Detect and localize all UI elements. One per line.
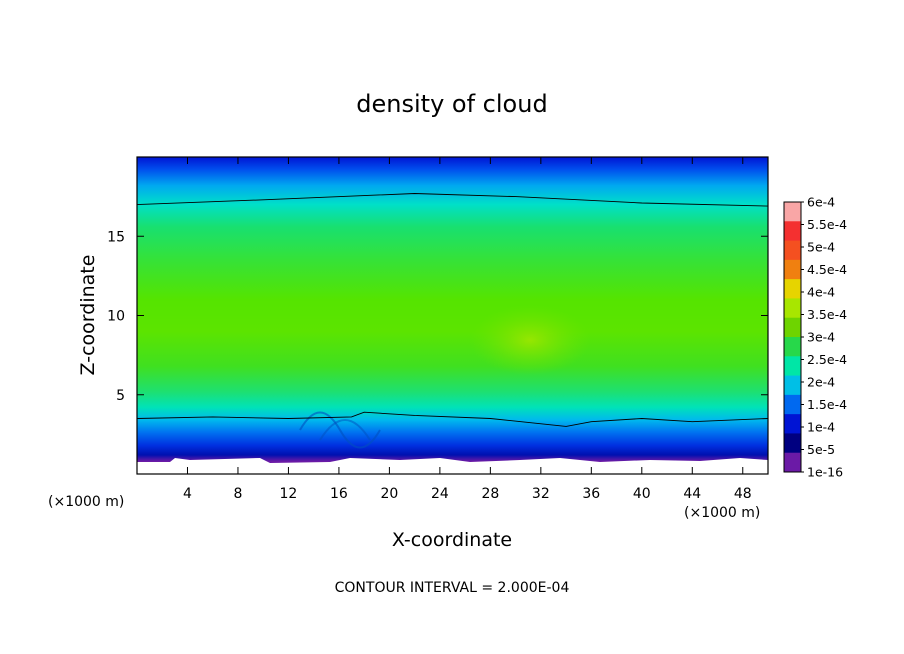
colorbar-label: 1e-16 (807, 465, 843, 480)
x-tick-label: 40 (633, 486, 651, 502)
x-tick-label: 36 (582, 486, 600, 502)
contour-lines (136, 193, 769, 427)
y-axis-unit: (×1000 m) (48, 494, 124, 510)
colorbar-swatch (784, 221, 801, 242)
y-tick-label: 10 (107, 309, 125, 325)
colorbar-swatch (784, 452, 801, 473)
colorbar-swatch (784, 433, 801, 454)
wave-structure (299, 411, 381, 449)
x-axis-ticks: 4 8 12 16 20 24 28 32 36 40 44 48 (183, 157, 752, 502)
x-tick-label: 12 (280, 486, 298, 502)
wave-structure-2 (319, 419, 371, 441)
y-axis-label: Z-coordinate (77, 255, 99, 376)
density-maximum-region (470, 305, 590, 375)
colorbar-label: 1.5e-4 (807, 397, 847, 412)
contour-line-2 (136, 411, 769, 427)
x-tick-label: 24 (431, 486, 449, 502)
colorbar-swatch (784, 414, 801, 434)
colorbar-label: 2e-4 (807, 375, 835, 390)
colorbar-swatch (784, 259, 801, 280)
colorbar-swatch (784, 298, 801, 319)
y-tick-label: 15 (107, 229, 125, 245)
colorbar: 6e-4 5.5e-4 5e-4 4.5e-4 4e-4 3.5e-4 3e-4 2.5e-4… (783, 195, 847, 480)
x-tick-label: 32 (532, 486, 550, 502)
x-tick-label: 20 (380, 486, 398, 502)
colorbar-label: 5e-4 (807, 240, 835, 255)
colorbar-swatch (784, 356, 801, 377)
colorbar-label: 3.5e-4 (807, 307, 847, 322)
x-tick-label: 4 (183, 486, 192, 502)
colorbar-label: 4e-4 (807, 285, 835, 300)
density-field (137, 157, 768, 474)
density-fill (137, 157, 768, 474)
colorbar-swatch (784, 317, 801, 338)
x-tick-label: 48 (734, 486, 752, 502)
x-axis-label: X-coordinate (392, 529, 512, 551)
colorbar-label: 2.5e-4 (807, 352, 847, 367)
colorbar-label: 4.5e-4 (807, 262, 847, 277)
colorbar-swatch (784, 240, 801, 261)
x-tick-label: 8 (233, 486, 242, 502)
empty-region-bottom (137, 458, 768, 474)
x-tick-label: 28 (481, 486, 499, 502)
x-tick-label: 44 (683, 486, 701, 502)
x-axis-unit: (×1000 m) (684, 505, 760, 521)
chart-title: density of cloud (356, 90, 547, 118)
y-tick-label: 5 (116, 388, 125, 404)
colorbar-label: 3e-4 (807, 330, 835, 345)
colorbar-swatch (784, 279, 801, 299)
contour-line-1 (136, 193, 769, 207)
colorbar-label: 6e-4 (807, 195, 835, 210)
colorbar-swatch (784, 202, 801, 222)
y-axis-ticks: 5 10 15 (107, 229, 768, 404)
colorbar-label: 5e-5 (807, 442, 835, 457)
colorbar-label: 5.5e-4 (807, 217, 847, 232)
colorbar-swatch (784, 375, 801, 396)
colorbar-swatch (784, 394, 801, 415)
colorbar-label: 1e-4 (807, 420, 835, 435)
contour-interval-note: CONTOUR INTERVAL = 2.000E-04 (335, 580, 570, 596)
colorbar-swatch (784, 337, 801, 357)
x-tick-label: 16 (330, 486, 348, 502)
